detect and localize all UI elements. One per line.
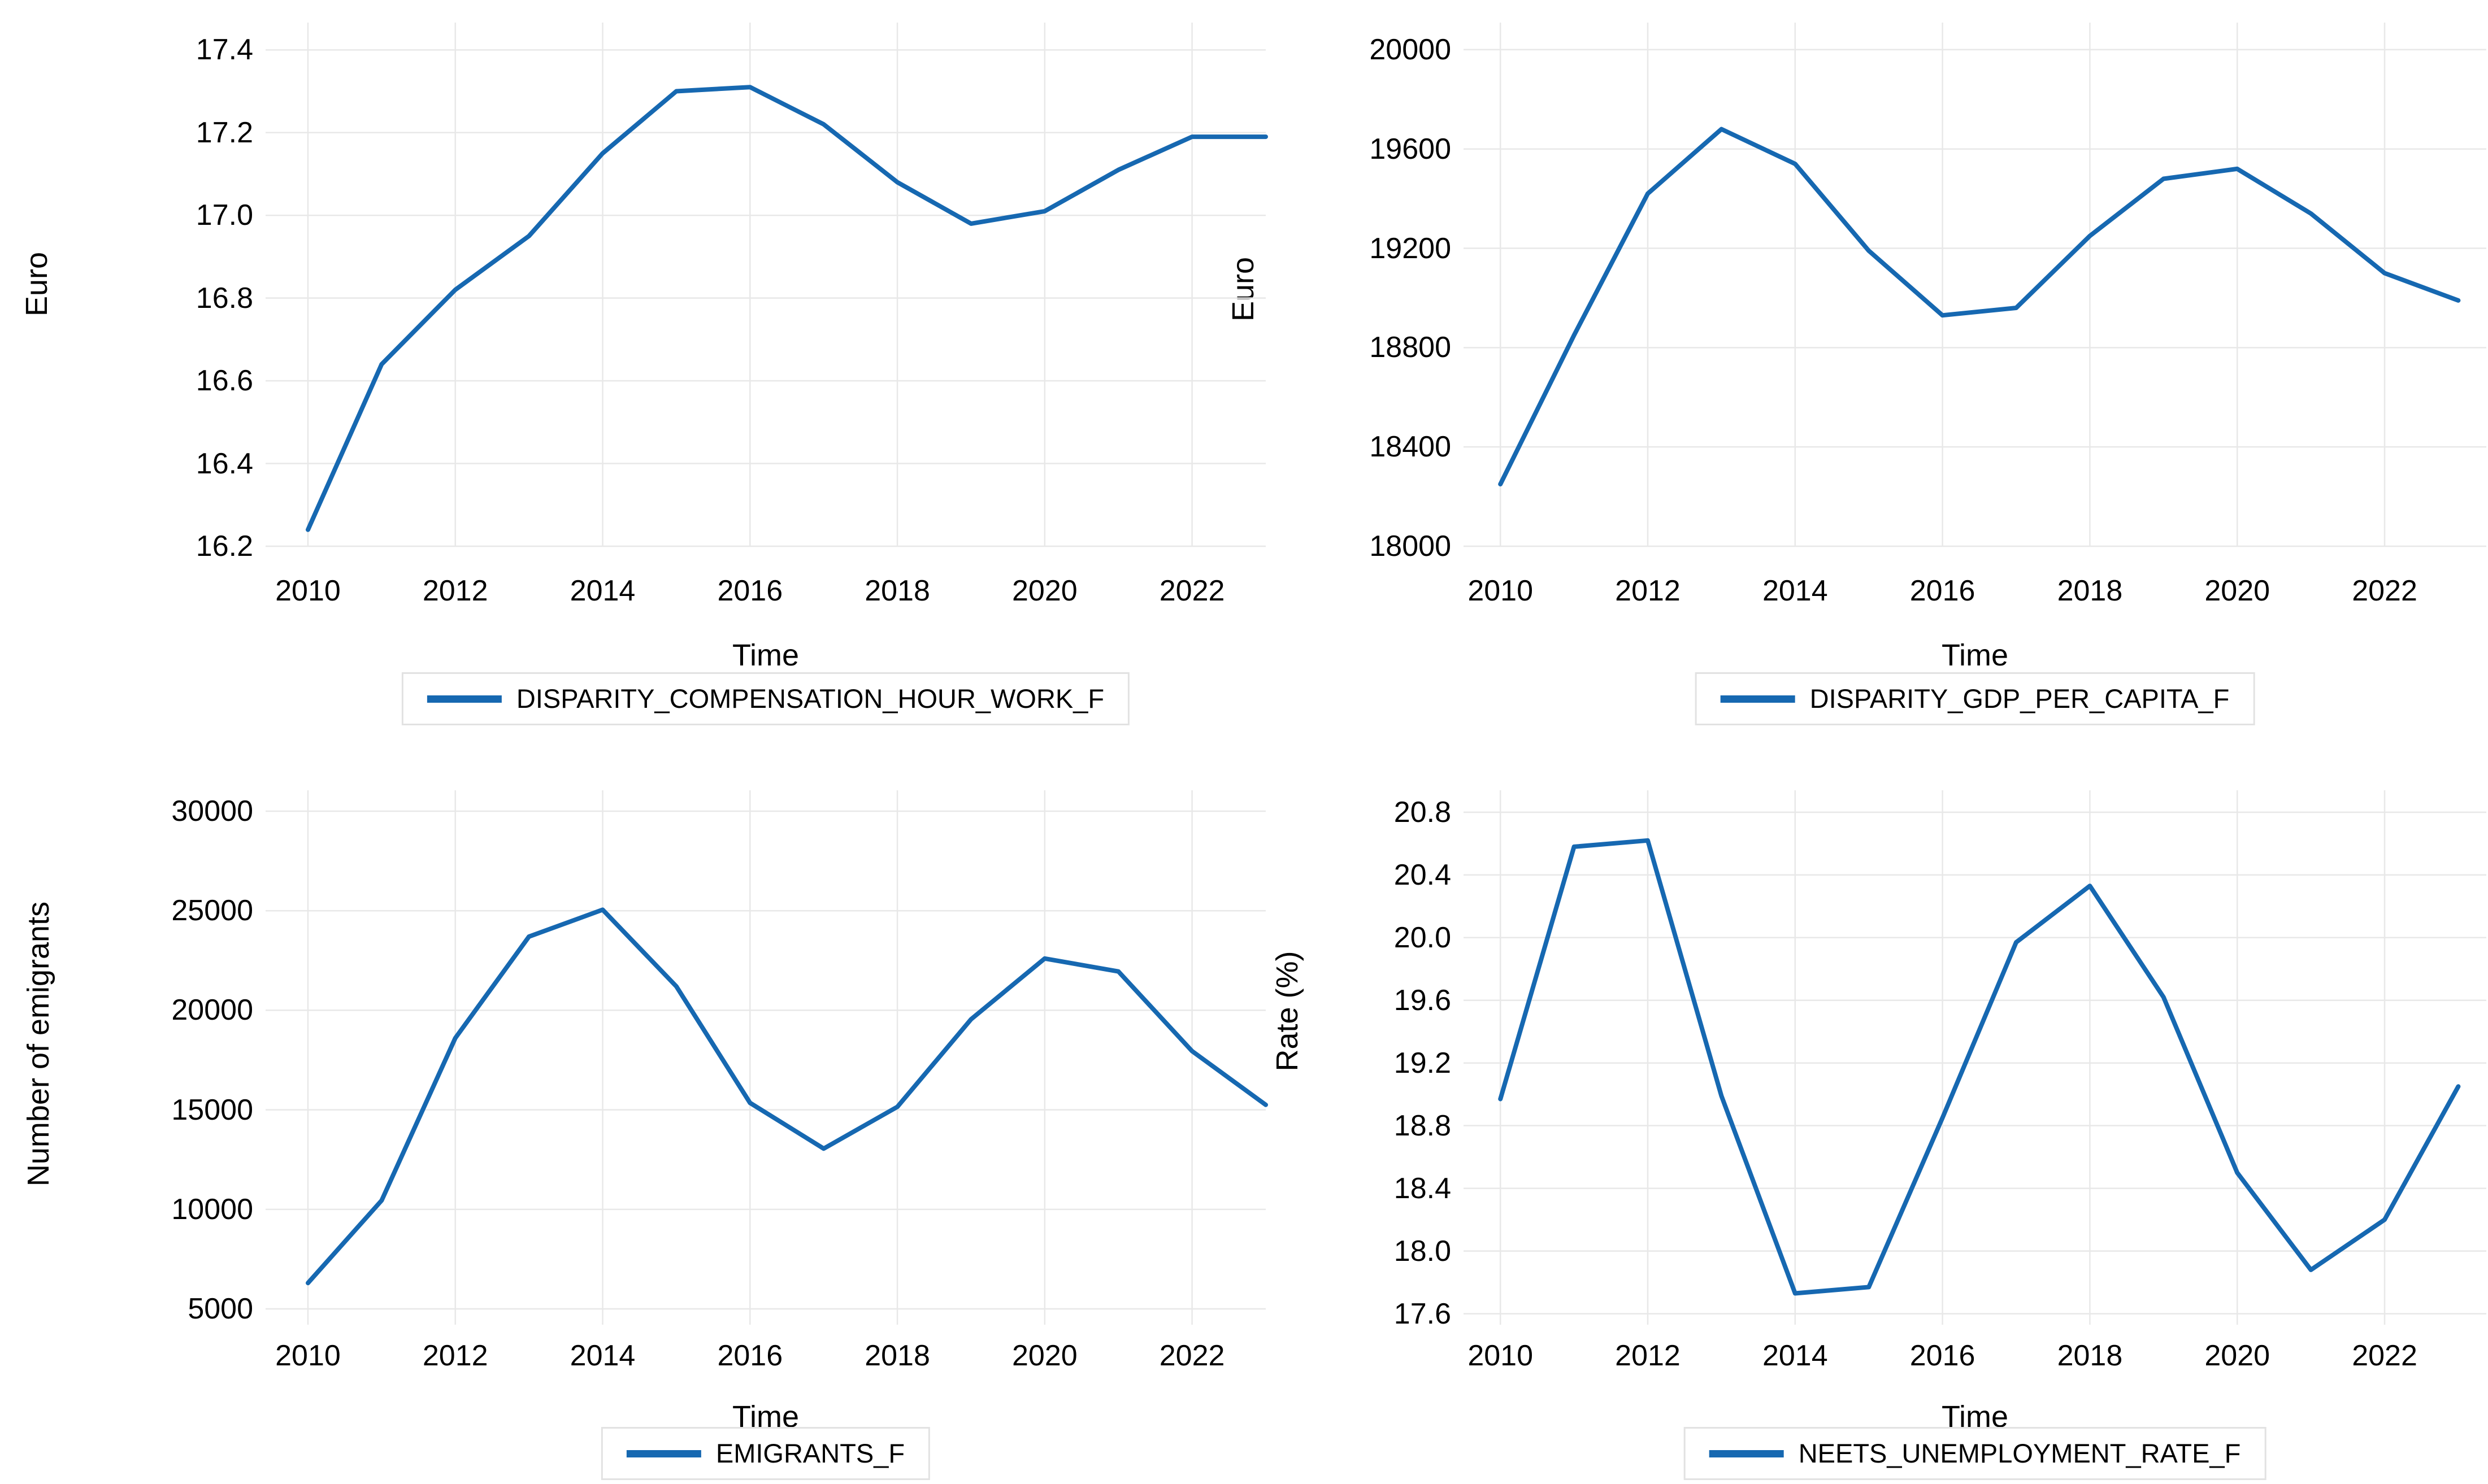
x-tick-label: 2020	[2204, 1339, 2270, 1372]
data-line	[306, 85, 1268, 532]
x-axis-title: Time	[732, 638, 799, 672]
x-tick-label: 2022	[1159, 575, 1225, 607]
y-tick-label: 16.6	[196, 364, 253, 398]
x-tick-label: 2016	[717, 575, 783, 607]
y-tick-label: 19.2	[1393, 1046, 1451, 1080]
y-tick-label: 16.4	[196, 447, 253, 480]
y-tick-label: 17.2	[196, 116, 253, 149]
legend-line-swatch	[1709, 1450, 1784, 1457]
x-tick-label: 2016	[1909, 1339, 1975, 1372]
y-tick-label: 30000	[171, 795, 253, 828]
y-tick-label: 20000	[1369, 33, 1451, 66]
y-tick-label: 18.8	[1393, 1109, 1451, 1142]
x-tick-label: 2022	[1159, 1339, 1225, 1372]
legend: NEETS_UNEMPLOYMENT_RATE_F	[1683, 1427, 2266, 1480]
legend: DISPARITY_COMPENSATION_HOUR_WORK_F	[401, 672, 1130, 725]
y-tick-label: 16.2	[196, 530, 253, 563]
x-tick-label: 2018	[2057, 1339, 2123, 1372]
legend-line-swatch	[427, 695, 502, 703]
x-tick-label: 2012	[422, 1339, 488, 1372]
legend: EMIGRANTS_F	[601, 1427, 931, 1480]
y-tick-label: 16.8	[196, 281, 253, 315]
y-axis-title: Euro	[20, 251, 54, 317]
x-tick-label: 2020	[1011, 575, 1078, 607]
y-tick-label: 17.4	[196, 33, 253, 67]
y-tick-label: 17.0	[196, 199, 253, 232]
y-axis-title: Number of emigrants	[21, 901, 55, 1187]
x-tick-label: 2012	[1615, 1339, 1681, 1372]
x-tick-label: 2014	[570, 575, 636, 607]
y-tick-label: 18000	[1369, 530, 1451, 563]
plot-area	[1464, 23, 2486, 547]
y-tick-label: 20.0	[1393, 921, 1451, 954]
data-line	[1498, 127, 2461, 487]
y-tick-label: 17.6	[1393, 1297, 1451, 1330]
x-tick-label: 2020	[1011, 1339, 1078, 1372]
plot-area	[266, 23, 1268, 547]
x-tick-label: 2020	[2204, 575, 2270, 607]
x-tick-label: 2010	[275, 575, 341, 607]
legend-label: DISPARITY_COMPENSATION_HOUR_WORK_F	[516, 684, 1105, 713]
y-tick-label: 5000	[188, 1292, 253, 1326]
x-tick-label: 2016	[717, 1339, 783, 1372]
y-tick-label: 20.4	[1393, 858, 1451, 891]
y-tick-label: 18.4	[1393, 1172, 1451, 1205]
y-tick-label: 18800	[1369, 331, 1451, 364]
legend-line-swatch	[626, 1450, 701, 1457]
y-tick-label: 19.6	[1393, 983, 1451, 1017]
x-tick-label: 2010	[1467, 1339, 1534, 1372]
y-tick-label: 15000	[171, 1093, 253, 1126]
x-tick-label: 2016	[1909, 575, 1975, 607]
y-tick-label: 20000	[171, 994, 253, 1027]
legend: DISPARITY_GDP_PER_CAPITA_F	[1695, 672, 2255, 725]
x-tick-label: 2010	[275, 1339, 341, 1372]
plot-area	[266, 790, 1268, 1325]
y-tick-label: 25000	[171, 894, 253, 928]
x-tick-label: 2018	[2057, 575, 2123, 607]
x-tick-label: 2018	[865, 1339, 930, 1372]
legend-label: DISPARITY_GDP_PER_CAPITA_F	[1809, 684, 2230, 713]
x-tick-label: 2010	[1467, 575, 1534, 607]
x-tick-label: 2012	[1615, 575, 1681, 607]
x-tick-label: 2022	[2352, 575, 2417, 607]
data-line	[306, 907, 1268, 1286]
x-axis-title: Time	[1942, 638, 2008, 672]
plot-area	[1464, 790, 2486, 1325]
y-tick-label: 19200	[1369, 232, 1451, 265]
x-tick-label: 2014	[570, 1339, 636, 1372]
x-tick-label: 2022	[2352, 1339, 2417, 1372]
y-tick-label: 19600	[1369, 132, 1451, 166]
x-tick-label: 2014	[1762, 575, 1828, 607]
x-tick-label: 2018	[865, 575, 930, 607]
y-tick-label: 10000	[171, 1193, 253, 1226]
x-tick-label: 2014	[1762, 1339, 1828, 1372]
data-line	[1498, 838, 2461, 1296]
legend-line-swatch	[1720, 695, 1795, 703]
y-tick-label: 18.0	[1393, 1234, 1451, 1268]
y-tick-label: 18400	[1369, 430, 1451, 464]
legend-label: EMIGRANTS_F	[715, 1438, 905, 1468]
legend-label: NEETS_UNEMPLOYMENT_RATE_F	[1798, 1438, 2241, 1468]
x-tick-label: 2012	[422, 575, 488, 607]
y-tick-label: 20.8	[1393, 795, 1451, 829]
